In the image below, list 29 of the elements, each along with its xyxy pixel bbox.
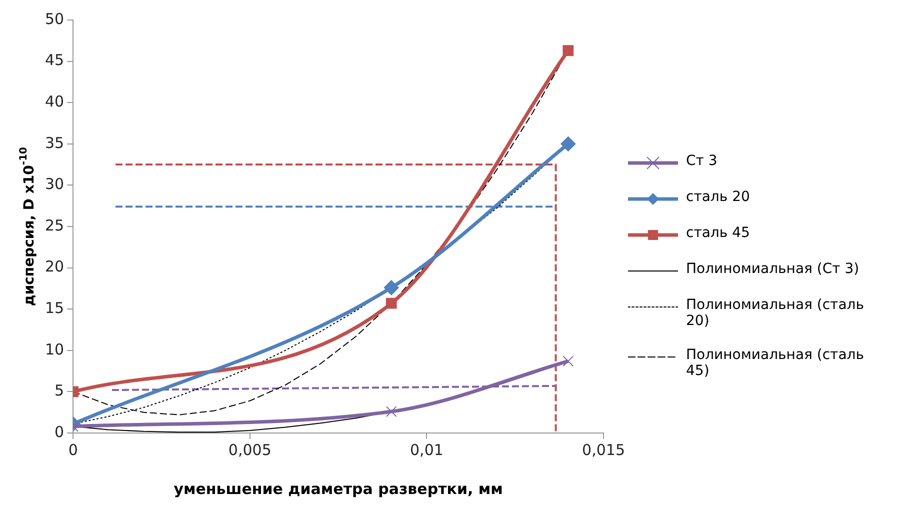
legend-label: Полиномиальная (сталь 45) xyxy=(686,346,865,378)
y-tick-label: 35 xyxy=(44,134,64,152)
x-tick-label: 0,015 xyxy=(582,440,626,459)
point xyxy=(386,298,397,309)
y-tick-label: 20 xyxy=(44,258,64,276)
y-tick-label: 0 xyxy=(54,422,64,441)
y-tick-label: 25 xyxy=(44,216,64,234)
y-axis-title: дисперсия, D x10-10 xyxy=(18,146,38,306)
point xyxy=(562,356,574,367)
x-tick-label: 0,005 xyxy=(228,440,272,459)
point xyxy=(386,406,397,417)
y-tick-label: 10 xyxy=(44,340,64,358)
y-tick-label: 50 xyxy=(44,10,64,28)
y-tick-label: 30 xyxy=(44,175,64,194)
x-axis-title: уменьшение диаметра развертки, мм xyxy=(174,480,503,498)
legend-label: Полиномиальная (сталь 20) xyxy=(686,296,865,328)
y-tick-label: 45 xyxy=(44,51,64,70)
y-tick-label: 5 xyxy=(54,382,64,400)
point xyxy=(384,280,399,296)
point xyxy=(560,136,576,152)
legend-label: Ст 3 xyxy=(686,152,718,168)
y-tick-label: 15 xyxy=(44,298,64,317)
x-tick-label: 0,01 xyxy=(410,440,444,459)
legend-label: сталь 45 xyxy=(686,224,750,240)
point xyxy=(562,45,574,56)
legend-label: сталь 20 xyxy=(686,188,750,204)
legend-label: Полиномиальная (Ст 3) xyxy=(686,260,860,276)
x-tick-label: 0 xyxy=(68,440,78,459)
y-tick-label: 40 xyxy=(44,92,64,110)
